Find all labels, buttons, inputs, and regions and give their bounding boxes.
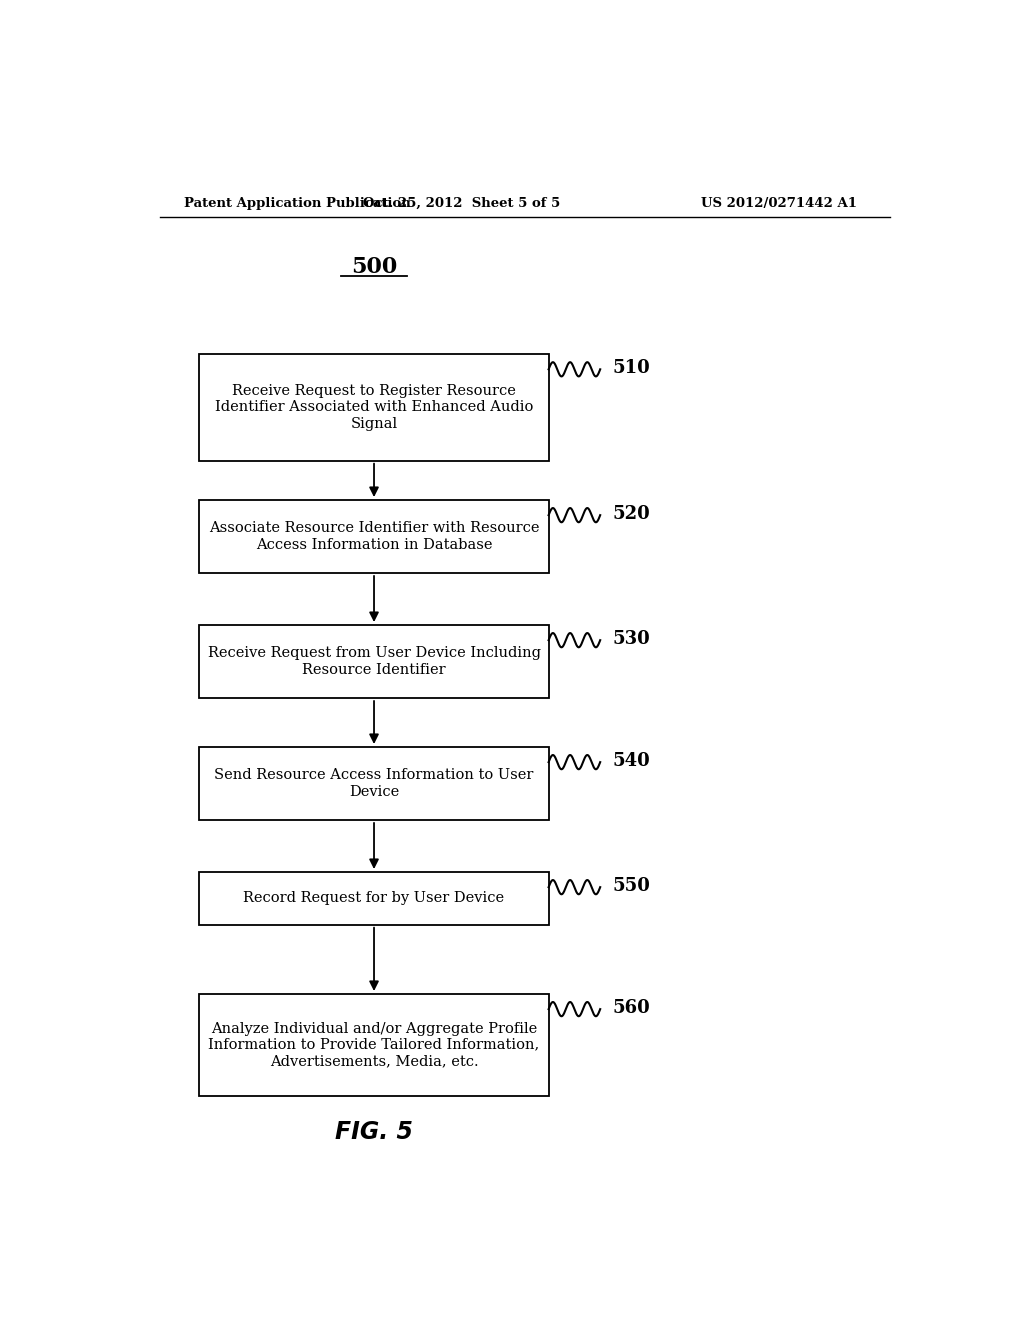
Text: 500: 500 <box>351 256 397 279</box>
Text: 510: 510 <box>612 359 650 378</box>
Text: Analyze Individual and/or Aggregate Profile
Information to Provide Tailored Info: Analyze Individual and/or Aggregate Prof… <box>209 1022 540 1068</box>
Text: Receive Request to Register Resource
Identifier Associated with Enhanced Audio
S: Receive Request to Register Resource Ide… <box>215 384 534 430</box>
Text: 530: 530 <box>612 630 650 648</box>
FancyBboxPatch shape <box>200 873 549 925</box>
Text: 550: 550 <box>612 876 650 895</box>
Text: Receive Request from User Device Including
Resource Identifier: Receive Request from User Device Includi… <box>208 647 541 677</box>
Text: Oct. 25, 2012  Sheet 5 of 5: Oct. 25, 2012 Sheet 5 of 5 <box>362 197 560 210</box>
FancyBboxPatch shape <box>200 500 549 573</box>
Text: Send Resource Access Information to User
Device: Send Resource Access Information to User… <box>214 768 534 799</box>
Text: FIG. 5: FIG. 5 <box>335 1121 413 1144</box>
Text: US 2012/0271442 A1: US 2012/0271442 A1 <box>700 197 857 210</box>
FancyBboxPatch shape <box>200 994 549 1096</box>
FancyBboxPatch shape <box>200 747 549 820</box>
FancyBboxPatch shape <box>200 354 549 461</box>
Text: 520: 520 <box>612 506 650 523</box>
Text: 560: 560 <box>612 999 650 1016</box>
Text: 540: 540 <box>612 752 650 770</box>
Text: Patent Application Publication: Patent Application Publication <box>183 197 411 210</box>
Text: Record Request for by User Device: Record Request for by User Device <box>244 891 505 906</box>
Text: Associate Resource Identifier with Resource
Access Information in Database: Associate Resource Identifier with Resou… <box>209 521 540 552</box>
FancyBboxPatch shape <box>200 624 549 698</box>
